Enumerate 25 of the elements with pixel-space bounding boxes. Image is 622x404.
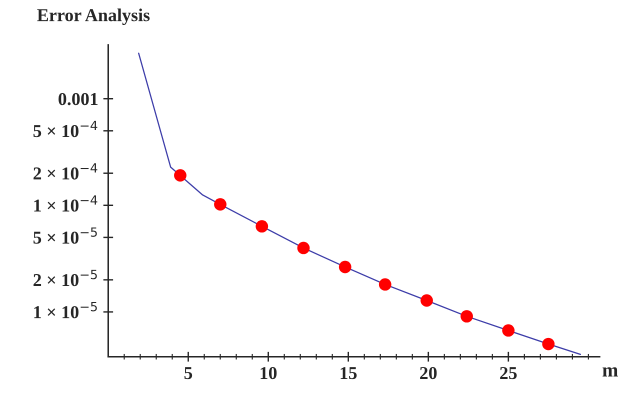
point [214, 198, 226, 211]
point [502, 324, 515, 337]
x-tick-label: 5 [184, 367, 192, 380]
point [460, 310, 473, 323]
y-tick-label: 5 × 10$^{−5}$ [34, 227, 97, 244]
point [256, 220, 268, 233]
x-tick-label: 25 [500, 367, 517, 380]
x-tick-label: 20 [420, 366, 437, 380]
x-tick-label: 10 [260, 366, 277, 380]
x-axis-title: m [602, 367, 618, 376]
point [174, 169, 186, 182]
point [297, 242, 310, 254]
x-tick-label: 15 [340, 367, 357, 380]
line-series [138, 52, 582, 355]
point [542, 338, 555, 350]
chart-title: Error Analysis [37, 8, 150, 25]
point [420, 294, 433, 307]
y-tick-label: 0.001 [58, 92, 98, 106]
y-tick-label: 1 × 10$^{−4}$ [34, 195, 98, 212]
y-tick-label: 5 × 10$^{−4}$ [34, 120, 98, 138]
y-tick-label: 1 × 10$^{−5}$ [34, 302, 97, 318]
point [338, 260, 352, 274]
y-tick-label: 2 × 10$^{−5}$ [34, 270, 97, 286]
point [378, 278, 392, 291]
y-tick-label: 2 × 10$^{−4}$ [34, 163, 98, 180]
